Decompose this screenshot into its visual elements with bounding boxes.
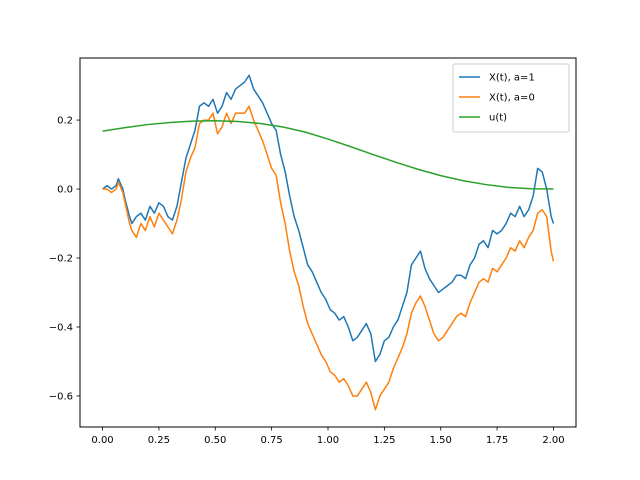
x-tick-label: 0.75 [261,435,283,446]
x-axis: 0.00 0.25 0.50 0.75 1.00 1.25 1.50 1.75 2.00 [91,427,565,446]
y-tick-label: −0.6 [49,391,73,402]
x-tick-label: 1.25 [373,435,395,446]
legend: X(t), a=1 X(t), a=0 u(t) [452,63,570,133]
x-tick-label: 0.00 [91,435,113,446]
legend-label-2: X(t), a=0 [489,93,535,104]
legend-label-3: u(t) [489,113,507,124]
x-tick-label: 1.00 [317,435,339,446]
x-tick-label: 2.00 [542,435,564,446]
x-tick-label: 1.75 [486,435,508,446]
x-tick-label: 0.50 [204,435,226,446]
series-layer [102,74,555,411]
x-tick-label: 1.50 [430,435,452,446]
y-tick-label: −0.4 [49,322,73,333]
y-axis: −0.6 −0.4 −0.2 0.0 0.2 [49,116,80,402]
y-tick-label: −0.2 [49,254,73,265]
series-line-2 [102,105,555,411]
y-tick-label: 0.2 [57,116,73,127]
legend-label-1: X(t), a=1 [489,73,535,84]
series-line-1 [102,74,555,363]
series-line-3 [102,120,554,190]
y-tick-label: 0.0 [57,185,73,196]
x-tick-label: 0.25 [148,435,170,446]
legend-box [452,63,570,133]
